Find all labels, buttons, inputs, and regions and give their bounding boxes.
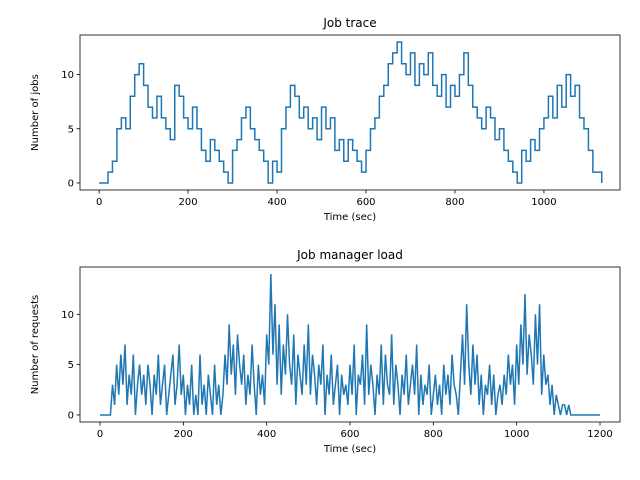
x-tick-label: 200 [174, 429, 193, 440]
x-tick-label: 0 [97, 429, 103, 440]
x-tick-label: 400 [268, 197, 287, 208]
x-tick-label: 0 [96, 197, 102, 208]
y-tick-label: 5 [68, 124, 74, 135]
x-tick-label: 800 [445, 197, 464, 208]
x-tick-label: 400 [257, 429, 276, 440]
x-axis-label: Time (sec) [323, 444, 376, 455]
data-line [100, 274, 600, 416]
x-tick-label: 200 [179, 197, 198, 208]
y-tick-label: 0 [68, 178, 74, 189]
x-tick-label: 1200 [587, 429, 612, 440]
plot-area [99, 41, 603, 184]
y-tick-label: 0 [68, 410, 74, 421]
x-tick-label: 600 [356, 197, 375, 208]
y-tick-label: 10 [61, 310, 74, 321]
y-axis-label: Number of requests [30, 295, 41, 394]
y-tick-label: 5 [68, 360, 74, 371]
x-tick-label: 1000 [504, 429, 529, 440]
chart-title: Job manager load [296, 248, 403, 262]
x-tick-label: 600 [340, 429, 359, 440]
y-tick-label: 10 [61, 70, 74, 81]
x-tick-label: 1000 [531, 197, 556, 208]
y-axis-label: Number of jobs [30, 74, 41, 151]
x-tick-label: 800 [424, 429, 443, 440]
chart-title: Job trace [322, 16, 376, 30]
plot-area [100, 274, 600, 416]
axes-frame [79, 34, 621, 191]
x-axis-label: Time (sec) [323, 212, 376, 223]
data-line [99, 41, 603, 184]
